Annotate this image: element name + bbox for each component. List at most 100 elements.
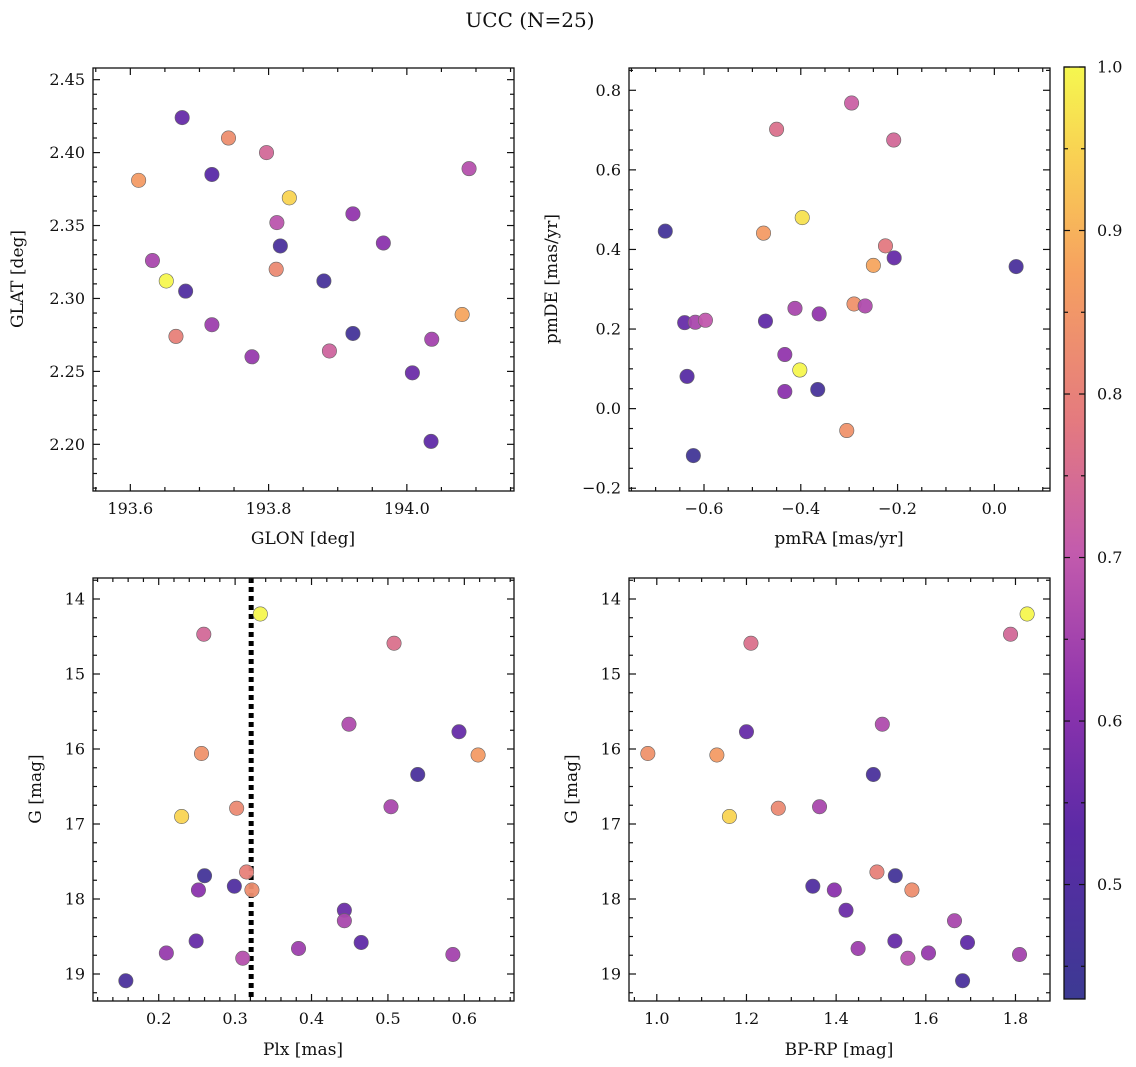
x-tick-label: 0.0 [982, 499, 1007, 518]
y-tick-label: 15 [65, 665, 85, 684]
y-tick-label: −0.2 [582, 479, 621, 498]
scatter-point [738, 724, 754, 740]
scatter-point [1019, 606, 1035, 622]
scatter-point [757, 313, 773, 329]
scatter-point [805, 878, 821, 894]
panel-plx-g: 0.2 0.3 0.4 0.5 0.6 14 15 16 17 18 19 Plx [mas] G … [26, 577, 515, 1060]
y-tick-label: 0.2 [596, 320, 621, 339]
scatter-point [792, 362, 808, 378]
scatter-points [118, 578, 486, 1001]
colorbar-tick-label: 0.8 [1097, 385, 1122, 404]
scatter-point [316, 273, 332, 289]
x-tick-label: 0.3 [222, 1009, 247, 1028]
colorbar-ticks: 0.5 0.6 0.7 0.8 0.9 1.0 [1064, 58, 1122, 967]
scatter-point [226, 878, 242, 894]
scatter-point [291, 940, 307, 956]
x-tick-label: −0.2 [878, 499, 917, 518]
colorbar: 0.5 0.6 0.7 0.8 0.9 1.0 [1063, 58, 1122, 1000]
scatter-point [1003, 626, 1019, 642]
y-tick-label: 19 [65, 965, 85, 984]
scatter-point [1008, 259, 1024, 275]
scatter-point [375, 235, 391, 251]
scatter-point [886, 132, 902, 148]
panel-glon-glat: 193.6 193.8 194.02.202.252.302.352.402.45 … [8, 67, 515, 549]
scatter-point [345, 325, 361, 341]
x-tick-label: 1.8 [1003, 1009, 1028, 1028]
y-tick-label: 15 [601, 665, 621, 684]
x-axis-label: Plx [mas] [263, 1040, 343, 1060]
scatter-point [887, 868, 903, 884]
scatter-point [887, 933, 903, 949]
scatter-point [810, 382, 826, 398]
y-tick-label: 18 [601, 890, 621, 909]
scatter-point [1012, 946, 1028, 962]
scatter-point [777, 384, 793, 400]
colorbar-tick-label: 0.5 [1097, 875, 1122, 894]
scatter-point [812, 799, 828, 815]
scatter-point [826, 882, 842, 898]
x-tick-label: 1.6 [913, 1009, 938, 1028]
scatter-point [770, 800, 786, 816]
scatter-point [204, 317, 220, 333]
figure-title: UCC (N=25) [465, 8, 594, 32]
x-tick-label: 1.0 [644, 1009, 669, 1028]
scatter-point [756, 225, 772, 241]
plot-frame [92, 577, 515, 1002]
colorbar-gradient [1064, 67, 1085, 999]
scatter-point [220, 130, 236, 146]
scatter-points [640, 606, 1035, 989]
y-tick-label: 2.30 [49, 289, 85, 308]
scatter-point [721, 808, 737, 824]
plot-frame [628, 577, 1051, 1002]
y-tick-label: 0.4 [596, 240, 621, 259]
axis-ticks: 1.0 1.2 1.4 1.6 1.8 14 15 16 17 18 19 [601, 578, 1050, 1028]
scatter-point [743, 635, 759, 651]
colorbar-frame [1063, 66, 1086, 1000]
scatter-point [423, 433, 439, 449]
scatter-point [269, 215, 285, 231]
scatter-point [174, 110, 190, 126]
y-axis-label: G [mag] [562, 754, 582, 823]
scatter-point [877, 238, 893, 254]
y-axis-label: pmDE [mas/yr] [542, 214, 562, 344]
scatter-point [777, 347, 793, 363]
scatter-point [839, 423, 855, 439]
plot-frame [628, 67, 1051, 492]
y-tick-label: 14 [601, 590, 621, 609]
scatter-point [336, 913, 352, 929]
x-tick-label: 0.4 [299, 1009, 324, 1028]
y-tick-label: 19 [601, 965, 621, 984]
scatter-point [424, 331, 440, 347]
scatter-point [869, 864, 885, 880]
scatter-point [268, 261, 284, 277]
scatter-point [794, 210, 810, 226]
scatter-point [158, 273, 174, 289]
scatter-point [178, 283, 194, 299]
scatter-point [445, 946, 461, 962]
y-tick-label: 0.8 [596, 81, 621, 100]
scatter-point [341, 716, 357, 732]
scatter-point [190, 882, 206, 898]
scatter-point [239, 864, 255, 880]
y-tick-label: 2.35 [49, 216, 85, 235]
scatter-point [697, 312, 713, 328]
scatter-point [188, 933, 204, 949]
scatter-point [118, 973, 134, 989]
y-tick-label: 2.25 [49, 362, 85, 381]
scatter-point [272, 238, 288, 254]
x-tick-label: 0.2 [146, 1009, 171, 1028]
plot-frame [92, 67, 515, 492]
scatter-point [454, 307, 470, 323]
scatter-point [410, 766, 426, 782]
scatter-point [955, 973, 971, 989]
x-tick-label: 1.4 [823, 1009, 848, 1028]
scatter-points [131, 110, 477, 449]
y-axis-label: GLAT [deg] [8, 230, 28, 328]
scatter-point [321, 343, 337, 359]
scatter-point [197, 868, 213, 884]
scatter-point [787, 300, 803, 316]
scatter-point [850, 940, 866, 956]
scatter-point [229, 800, 245, 816]
scatter-point [920, 945, 936, 961]
x-tick-label: 193.6 [107, 499, 153, 518]
